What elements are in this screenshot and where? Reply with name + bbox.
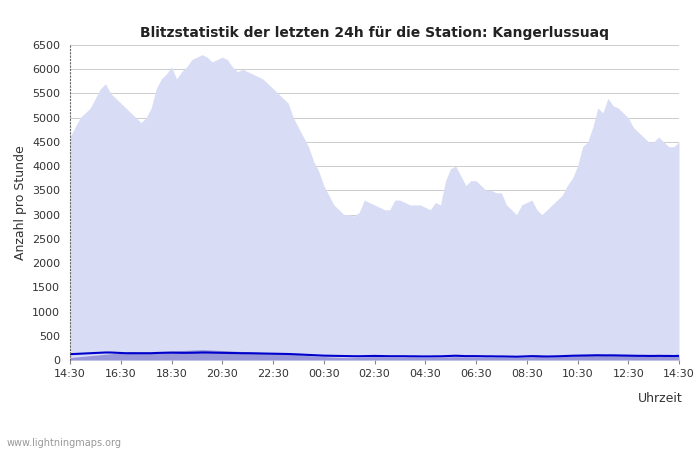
Y-axis label: Anzahl pro Stunde: Anzahl pro Stunde <box>13 145 27 260</box>
Text: www.lightningmaps.org: www.lightningmaps.org <box>7 438 122 448</box>
Title: Blitzstatistik der letzten 24h für die Station: Kangerlussuaq: Blitzstatistik der letzten 24h für die S… <box>140 26 609 40</box>
Text: Uhrzeit: Uhrzeit <box>638 392 682 405</box>
